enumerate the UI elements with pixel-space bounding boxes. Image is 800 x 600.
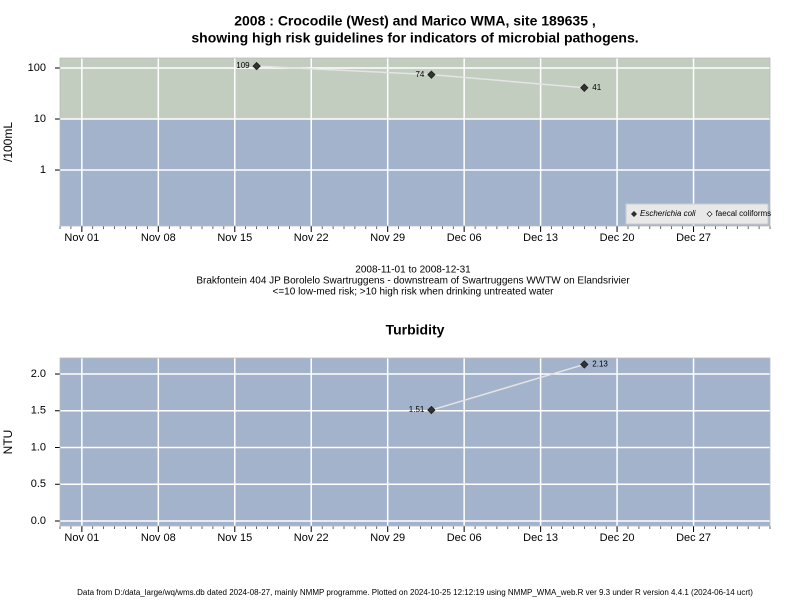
y-axis-label: /100mL — [1, 122, 15, 162]
y-tick-label: 0.0 — [31, 515, 46, 527]
chart-note: <=10 low-med risk; >10 high risk when dr… — [273, 287, 555, 298]
y-tick-label: 2.0 — [31, 368, 46, 380]
x-tick-label: Nov 29 — [370, 232, 405, 244]
chart-title: showing high risk guidelines for indicat… — [191, 30, 638, 46]
x-tick-label: Nov 29 — [370, 532, 405, 544]
data-label: 1.51 — [409, 405, 425, 414]
data-point — [580, 83, 589, 92]
data-label: 2.13 — [592, 360, 608, 369]
y-tick-label: 0.5 — [31, 478, 46, 490]
legend-marker — [706, 211, 713, 217]
x-tick-label: Dec 20 — [600, 232, 635, 244]
x-tick-label: Dec 27 — [676, 232, 711, 244]
x-tick-label: Nov 01 — [64, 532, 99, 544]
y-tick-label: 10 — [34, 113, 46, 125]
x-tick-label: Nov 01 — [64, 232, 99, 244]
series-line — [431, 363, 585, 411]
chart-note: 2008-11-01 to 2008-12-31 — [355, 265, 471, 276]
legend-marker — [631, 211, 637, 217]
x-tick-label: Nov 15 — [217, 532, 252, 544]
x-tick-label: Nov 15 — [217, 232, 252, 244]
data-point — [580, 360, 589, 369]
x-tick-label: Dec 06 — [447, 532, 482, 544]
x-tick-label: Nov 08 — [141, 532, 176, 544]
x-tick-label: Nov 22 — [294, 532, 329, 544]
legend-label: faecal coliforms — [716, 209, 772, 218]
y-tick-label: 1.0 — [31, 441, 46, 453]
y-tick-label: 1 — [40, 164, 46, 176]
y-tick-label: 100 — [28, 62, 46, 74]
x-tick-label: Dec 27 — [676, 532, 711, 544]
x-tick-label: Dec 06 — [447, 232, 482, 244]
data-label: 109 — [236, 61, 250, 70]
plot-frame — [59, 57, 771, 227]
plot-background — [60, 358, 770, 526]
chart-title: 2008 : Crocodile (West) and Marico WMA, … — [234, 13, 596, 29]
legend-box — [625, 203, 769, 225]
y-axis-label: NTU — [1, 430, 15, 455]
data-label: 74 — [415, 70, 424, 79]
footer: Data from D:/data_large/wq/wms.db dated … — [77, 588, 753, 597]
data-label: 41 — [592, 83, 601, 92]
legend-label: Escherichia coli — [640, 209, 696, 218]
data-point — [252, 61, 261, 71]
x-tick-label: Nov 08 — [141, 232, 176, 244]
x-tick-label: Dec 13 — [523, 232, 558, 244]
chart-title: Turbidity — [386, 322, 445, 338]
x-tick-label: Dec 20 — [600, 532, 635, 544]
plot-frame — [59, 357, 771, 527]
chart-note: Brakfontein 404 JP Borolelo Swartruggens… — [196, 276, 630, 287]
y-tick-label: 1.5 — [31, 405, 46, 417]
x-tick-label: Nov 22 — [294, 232, 329, 244]
data-point — [427, 405, 436, 415]
x-tick-label: Dec 13 — [523, 532, 558, 544]
data-point — [427, 70, 436, 79]
risk-band — [60, 58, 770, 120]
